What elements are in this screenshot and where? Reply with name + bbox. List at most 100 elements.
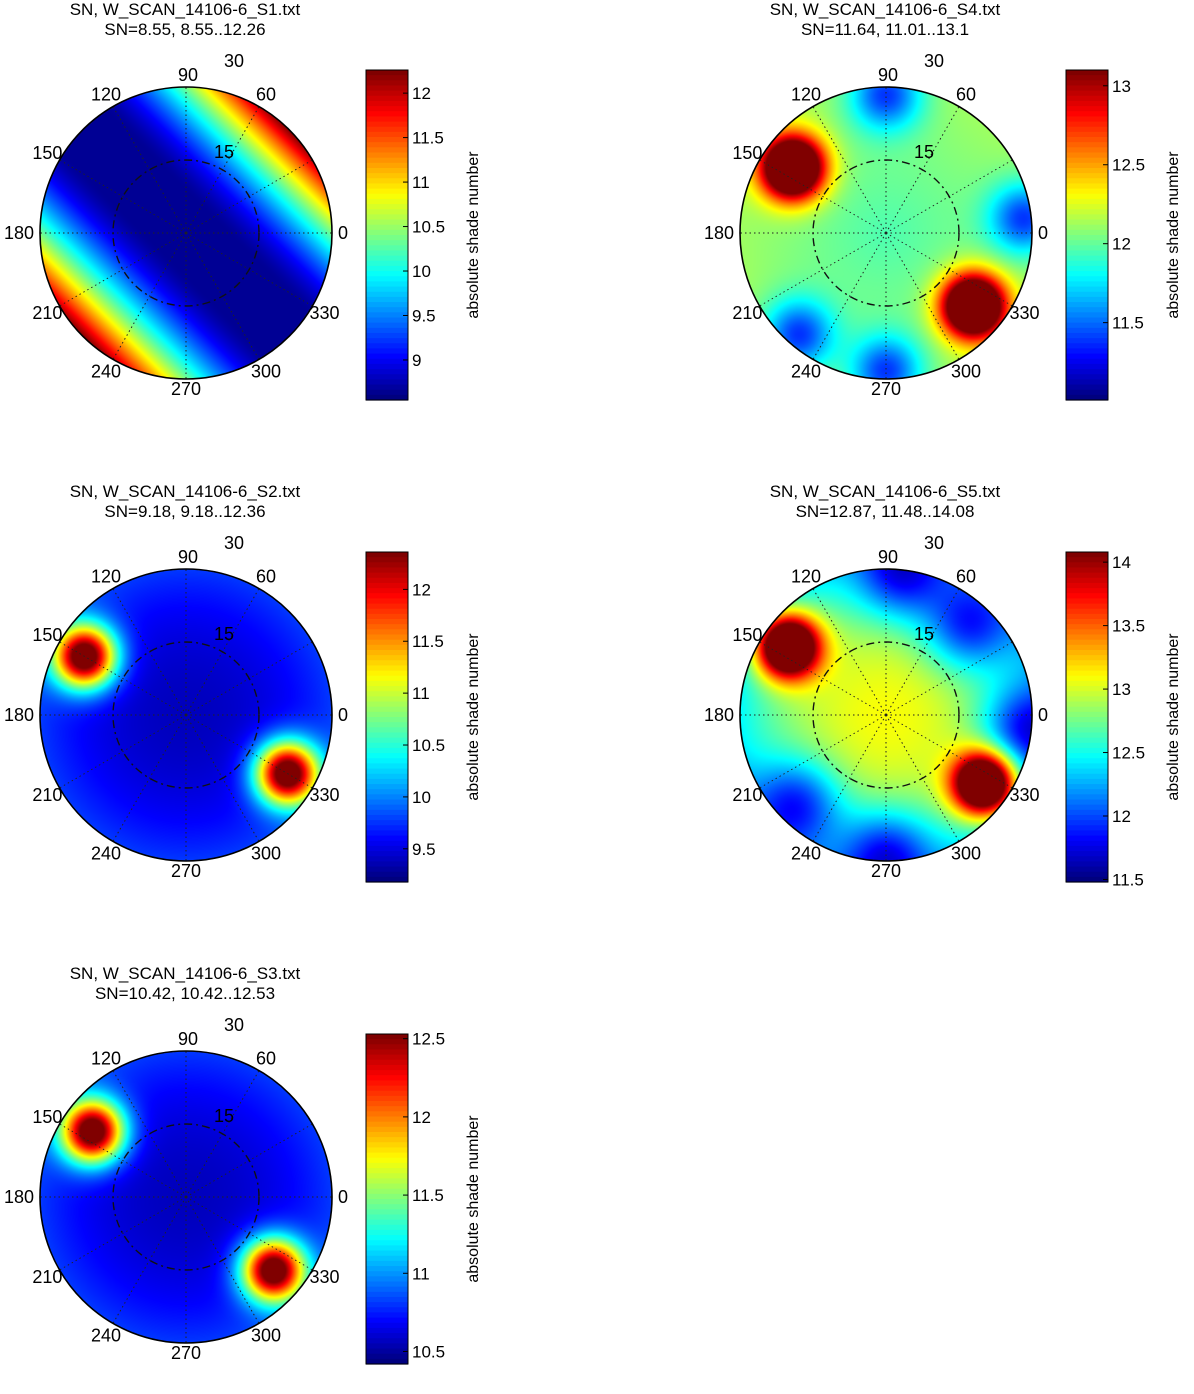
colorbar-label: absolute shade number: [465, 1115, 482, 1283]
colorbar-segment: [1066, 317, 1108, 324]
radius-label: 15: [214, 1106, 234, 1126]
angle-label-30: 30: [924, 533, 944, 553]
colorbar-segment: [1066, 711, 1108, 718]
angle-label-270: 270: [171, 1343, 201, 1363]
colorbar-segment: [366, 137, 408, 143]
colorbar-segment: [366, 240, 408, 246]
colorbar-segment: [366, 1317, 408, 1324]
colorbar-segment: [366, 876, 408, 883]
colorbar-segment: [366, 204, 408, 210]
angle-label-240: 240: [91, 1326, 121, 1346]
radial-gridline: [112, 588, 187, 716]
colorbar-segment: [1066, 809, 1108, 816]
colorbar-segment: [1066, 706, 1108, 713]
angle-label-0: 0: [1038, 705, 1048, 725]
colorbar-segment: [1066, 209, 1108, 215]
angle-label-30: 30: [224, 1015, 244, 1035]
colorbar-segment: [1066, 773, 1108, 780]
colorbar-segment: [366, 1296, 408, 1303]
colorbar-segment: [366, 825, 408, 832]
colorbar-segment: [366, 157, 408, 164]
colorbar-segment: [1066, 608, 1108, 615]
colorbar-segment: [1066, 629, 1108, 636]
radial-gridline: [59, 1196, 187, 1271]
colorbar-segment: [1066, 332, 1108, 339]
colorbar-segment: [366, 75, 408, 81]
colorbar-segment: [366, 1147, 408, 1154]
colorbar-segment: [366, 178, 408, 185]
colorbar-segment: [1066, 219, 1108, 226]
colorbar-segment: [1066, 204, 1108, 210]
colorbar-segment: [366, 1064, 408, 1071]
colorbar-segment: [366, 861, 408, 868]
colorbar-segment: [366, 804, 408, 811]
colorbar-segment: [1066, 137, 1108, 143]
colorbar-segment: [1066, 814, 1108, 821]
colorbar-segment: [366, 1111, 408, 1118]
angle-label-300: 300: [251, 844, 281, 864]
colorbar-segment: [1066, 717, 1108, 723]
colorbar-segment: [366, 302, 408, 308]
colorbar-segment: [366, 317, 408, 324]
colorbar-segment: [366, 209, 408, 215]
colorbar-tick-label: 11.5: [1112, 314, 1144, 333]
colorbar-segment: [366, 1312, 408, 1319]
colorbar-segment: [366, 701, 408, 708]
colorbar-segment: [1066, 639, 1108, 646]
colorbar-segment: [366, 1188, 408, 1195]
colorbar-segment: [366, 1049, 408, 1056]
colorbar-tick-label: 12.5: [1112, 744, 1145, 763]
angle-label-300: 300: [251, 362, 281, 382]
colorbar-segment: [366, 121, 408, 128]
colorbar-tick-label: 11.5: [1112, 870, 1144, 889]
colorbar-segment: [366, 1281, 408, 1288]
colorbar-segment: [366, 312, 408, 319]
colorbar-segment: [366, 1260, 408, 1267]
angle-label-90: 90: [878, 547, 898, 567]
colorbar-segment: [366, 845, 408, 852]
colorbar-segment: [366, 1307, 408, 1314]
angle-label-240: 240: [91, 362, 121, 382]
colorbar-segment: [366, 348, 408, 355]
colorbar-segment: [366, 711, 408, 718]
colorbar-segment: [1066, 691, 1108, 697]
radial-gridline: [59, 641, 187, 716]
colorbar-segment: [366, 851, 408, 857]
colorbar-tick-label: 10: [412, 262, 431, 281]
colorbar-segment: [1066, 727, 1108, 734]
colorbar-tick-label: 12.5: [1112, 156, 1145, 175]
colorbar-segment: [1066, 131, 1108, 138]
chart-title: SN, W_SCAN_14106-6_S2.txt: [69, 482, 301, 501]
colorbar-segment: [366, 1245, 408, 1252]
angle-label-0: 0: [1038, 223, 1048, 243]
colorbar-segment: [366, 1302, 408, 1308]
colorbar-segment: [1066, 80, 1108, 87]
colorbar-segment: [366, 394, 408, 401]
colorbar-tick-label: 14: [1112, 553, 1131, 572]
colorbar-segment: [1066, 613, 1108, 620]
colorbar-segment: [366, 173, 408, 179]
angle-label-120: 120: [91, 84, 121, 104]
colorbar-segment: [366, 840, 408, 847]
angle-label-0: 0: [338, 223, 348, 243]
colorbar-segment: [1066, 250, 1108, 257]
colorbar-segment: [1066, 312, 1108, 319]
colorbar-segment: [366, 577, 408, 584]
colorbar-tick-label: 12.5: [412, 1030, 445, 1049]
colorbar-tick-label: 12: [412, 1108, 431, 1127]
colorbar-segment: [1066, 675, 1108, 682]
radius-label: 15: [214, 624, 234, 644]
angle-label-180: 180: [4, 705, 34, 725]
colorbar-segment: [1066, 90, 1108, 97]
colorbar-segment: [366, 835, 408, 842]
colorbar-segment: [1066, 784, 1108, 790]
radial-gridline: [59, 159, 187, 234]
colorbar-segment: [366, 327, 408, 334]
angle-label-60: 60: [256, 1048, 276, 1068]
angle-label-30: 30: [924, 51, 944, 71]
colorbar-segment: [366, 613, 408, 620]
colorbar-segment: [366, 116, 408, 123]
colorbar-segment: [366, 167, 408, 174]
angle-label-90: 90: [178, 547, 198, 567]
colorbar-segment: [1066, 111, 1108, 118]
